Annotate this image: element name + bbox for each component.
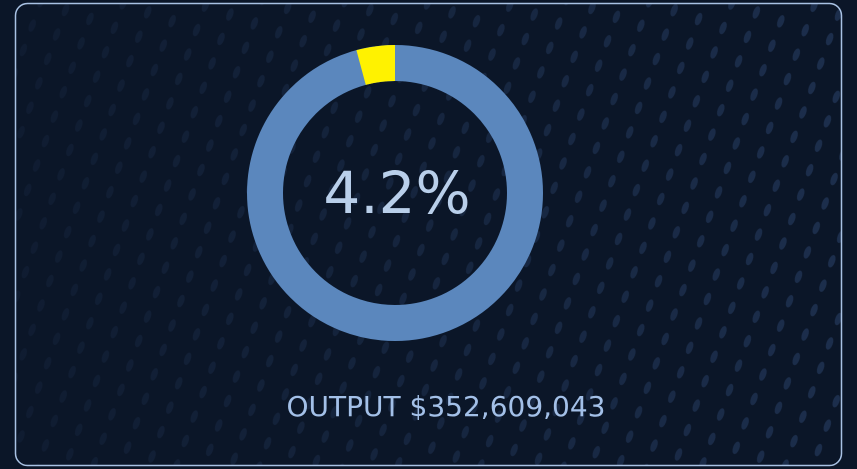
pattern-fade	[15, 3, 842, 466]
caption: OUTPUT $352,609,043	[287, 390, 606, 423]
center-value: 4.2%	[323, 159, 470, 227]
donut-segment	[356, 45, 396, 86]
card-border	[14, 2, 843, 467]
